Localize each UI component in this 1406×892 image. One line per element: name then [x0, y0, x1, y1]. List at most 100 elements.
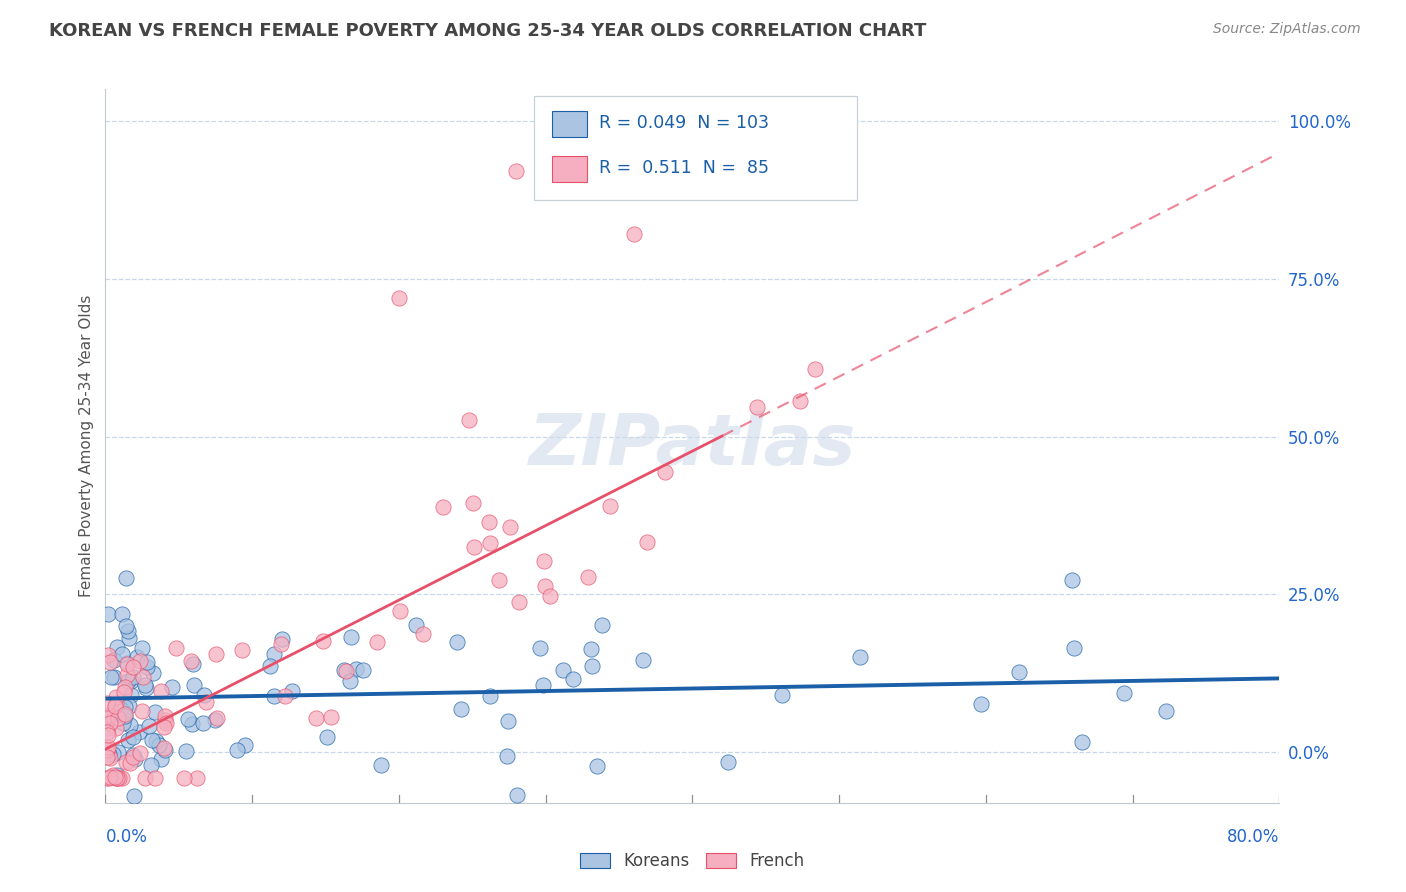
Point [143, 705, 166, 719]
Point [155, 715, 177, 730]
Point [120, 674, 142, 689]
Point [177, 712, 200, 726]
Point [231, 642, 253, 657]
Point [138, 719, 160, 733]
Point [115, 657, 138, 672]
Point [581, 642, 603, 657]
Point [96, 714, 118, 729]
Point [111, 716, 134, 731]
Point [96, 743, 118, 757]
Text: Source: ZipAtlas.com: Source: ZipAtlas.com [1213, 22, 1361, 37]
Point [115, 756, 138, 770]
Point [131, 640, 153, 655]
Point [97, 607, 120, 621]
Point [114, 708, 136, 723]
Y-axis label: Female Poverty Among 25-34 Year Olds: Female Poverty Among 25-34 Year Olds [79, 295, 94, 597]
Point [129, 746, 152, 760]
Text: R = 0.049  N = 103: R = 0.049 N = 103 [599, 114, 769, 132]
Point [312, 634, 335, 648]
Point [125, 650, 148, 665]
Point [104, 698, 127, 713]
Point [135, 655, 157, 669]
Point [98, 771, 121, 785]
Text: ZIPatlas: ZIPatlas [529, 411, 856, 481]
Point [103, 653, 125, 667]
Point [103, 670, 125, 684]
Point [458, 413, 481, 427]
Point [118, 699, 141, 714]
Point [271, 632, 294, 646]
Point [98, 747, 121, 762]
Point [165, 641, 187, 656]
Point [463, 496, 485, 510]
Point [1008, 665, 1031, 680]
Point [107, 745, 129, 759]
Point [623, 227, 645, 242]
Point [128, 725, 150, 739]
Text: 0.0%: 0.0% [105, 828, 148, 846]
Point [316, 730, 339, 744]
Point [770, 688, 793, 702]
Point [98, 715, 121, 730]
Point [120, 689, 142, 703]
FancyBboxPatch shape [551, 112, 586, 137]
Point [107, 711, 129, 725]
Point [479, 535, 502, 549]
Point [478, 515, 501, 529]
Point [153, 713, 176, 727]
Point [96, 696, 118, 710]
Point [145, 734, 167, 748]
Point [405, 618, 427, 632]
Point [446, 635, 468, 649]
Point [118, 756, 141, 770]
Point [121, 669, 143, 683]
Point [654, 465, 676, 479]
Point [97, 721, 120, 735]
Point [134, 771, 156, 785]
Point [488, 574, 510, 588]
Point [104, 703, 127, 717]
Point [1060, 573, 1083, 587]
Point [98, 655, 121, 669]
Point [849, 650, 872, 665]
Point [205, 711, 228, 725]
Point [97, 712, 120, 726]
Point [506, 788, 529, 802]
Point [131, 704, 153, 718]
Point [104, 771, 127, 785]
Point [789, 394, 811, 409]
Point [114, 700, 136, 714]
Point [148, 738, 170, 752]
Point [366, 635, 388, 649]
Point [204, 713, 226, 727]
Point [340, 631, 363, 645]
Point [344, 662, 367, 676]
Point [370, 757, 392, 772]
Point [599, 500, 621, 514]
Point [149, 683, 172, 698]
Point [1063, 641, 1085, 656]
Point [136, 660, 159, 674]
Point [576, 570, 599, 584]
Text: KOREAN VS FRENCH FEMALE POVERTY AMONG 25-34 YEAR OLDS CORRELATION CHART: KOREAN VS FRENCH FEMALE POVERTY AMONG 25… [49, 22, 927, 40]
Point [115, 668, 138, 682]
Point [270, 637, 292, 651]
Point [186, 771, 208, 785]
Point [153, 709, 176, 723]
Point [143, 771, 166, 785]
Point [193, 688, 215, 702]
Point [505, 164, 527, 178]
Point [104, 690, 127, 704]
Point [389, 605, 412, 619]
Point [412, 626, 434, 640]
Point [332, 663, 354, 677]
Point [124, 751, 146, 765]
Point [561, 672, 583, 686]
Point [105, 771, 128, 785]
Point [121, 748, 143, 763]
Point [97, 728, 120, 742]
Point [495, 749, 517, 764]
Point [181, 717, 204, 731]
FancyBboxPatch shape [551, 156, 586, 182]
Point [121, 730, 143, 744]
